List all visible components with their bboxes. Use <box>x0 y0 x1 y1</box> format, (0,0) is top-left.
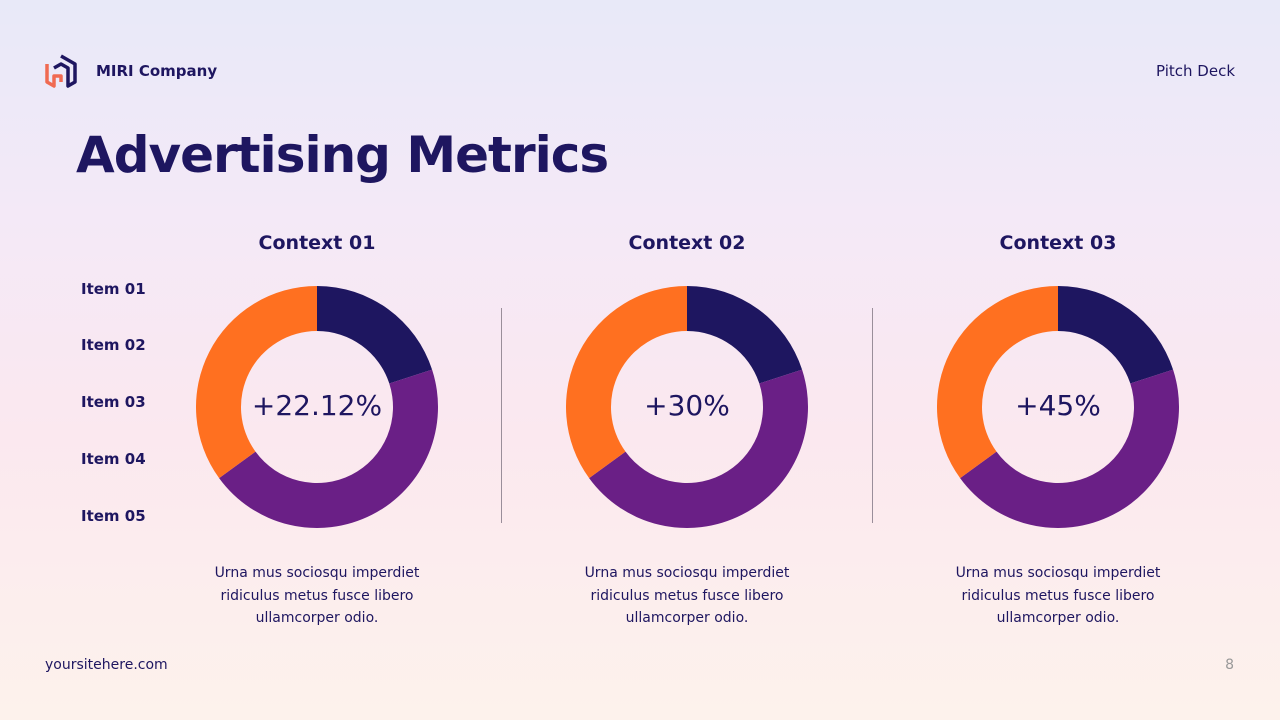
donut-segment <box>219 369 438 528</box>
legend-item: Item 02 <box>81 336 146 354</box>
donut-segment <box>317 286 433 384</box>
page-number: 8 <box>1225 657 1234 673</box>
deck-label: Pitch Deck <box>1156 62 1235 80</box>
donut-chart <box>937 286 1179 528</box>
legend-item: Item 01 <box>81 280 146 298</box>
donut-chart <box>566 286 808 528</box>
donut-segment <box>196 286 317 479</box>
donut-segment <box>937 286 1058 479</box>
donut-center-value: +45% <box>1015 389 1101 422</box>
divider <box>501 308 502 523</box>
donut-segment <box>589 369 808 528</box>
website-link[interactable]: yoursitehere.com <box>45 657 168 673</box>
context-description: Urna mus sociosqu imperdiet ridiculus me… <box>214 565 420 626</box>
context-description: Urna mus sociosqu imperdiet ridiculus me… <box>955 565 1161 626</box>
company-name: MIRI Company <box>96 62 218 80</box>
donut-segment <box>1058 286 1174 384</box>
divider <box>872 308 873 523</box>
donut-segment <box>566 286 687 479</box>
donut-center-value: +22.12% <box>251 389 383 422</box>
context-title: Context 03 <box>999 232 1117 254</box>
legend-item: Item 05 <box>81 507 146 525</box>
donut-center-value: +30% <box>644 389 730 422</box>
legend-item: Item 03 <box>81 393 146 411</box>
company-logo-icon <box>45 54 77 88</box>
donut-segment <box>960 369 1179 528</box>
page-title: Advertising Metrics <box>76 126 609 184</box>
donut-segment <box>687 286 803 384</box>
legend-item: Item 04 <box>81 450 146 468</box>
context-title: Context 02 <box>628 232 746 254</box>
context-description: Urna mus sociosqu imperdiet ridiculus me… <box>584 565 790 626</box>
context-title: Context 01 <box>258 232 376 254</box>
donut-chart <box>196 286 438 528</box>
